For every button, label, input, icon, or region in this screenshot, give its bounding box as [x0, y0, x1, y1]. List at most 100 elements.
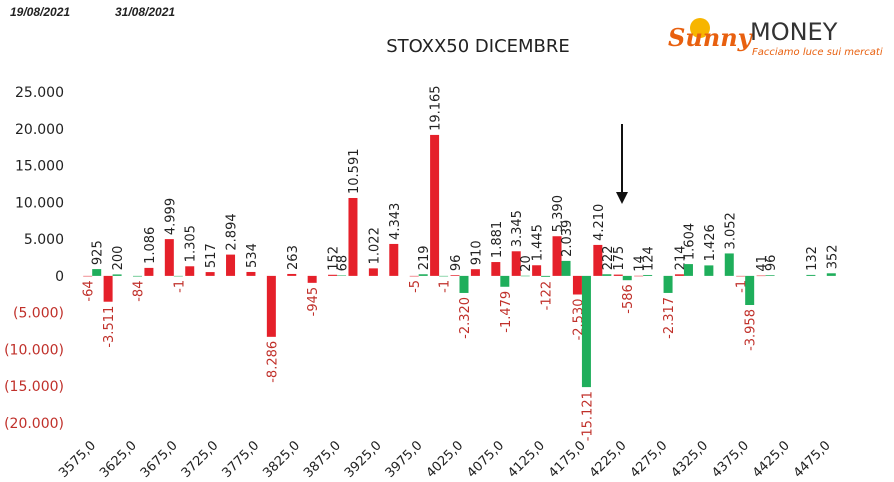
bar [520, 275, 530, 277]
bar [491, 262, 501, 276]
bar [389, 243, 399, 276]
data-label: 14 [633, 255, 648, 272]
data-label: -1 [172, 280, 187, 293]
y-tick-label: (15.000) [4, 379, 64, 395]
data-label: -945 [306, 287, 321, 317]
bar [622, 275, 632, 281]
x-tick-label: 4425,0 [750, 438, 793, 481]
y-tick-label: 0 [55, 269, 64, 285]
bar [287, 273, 297, 276]
data-label: -586 [621, 284, 636, 314]
bar [552, 236, 562, 276]
data-label: 20 [519, 255, 534, 272]
bar [470, 269, 480, 276]
data-label: 1.604 [682, 223, 697, 260]
data-label: 3.345 [510, 210, 525, 247]
bar [572, 275, 582, 295]
bar [112, 274, 122, 276]
bar [541, 275, 551, 277]
bar [459, 275, 469, 293]
bar [328, 274, 338, 276]
arrow [616, 124, 628, 204]
data-label: -2.320 [458, 297, 473, 339]
bar [348, 197, 358, 276]
data-label: 219 [417, 245, 432, 270]
data-label: 5.390 [551, 195, 566, 232]
data-label: -122 [540, 281, 555, 311]
data-label: 517 [204, 243, 219, 268]
data-label: 3.052 [723, 212, 738, 249]
bar [704, 265, 714, 276]
legend-entry: 31/08/2021 [115, 5, 175, 19]
x-tick-label: 3925,0 [342, 438, 385, 481]
data-label: -8.286 [265, 341, 280, 383]
bar [307, 275, 317, 283]
data-label: 4.999 [163, 198, 178, 235]
y-tick-label: (20.000) [4, 416, 64, 432]
data-label: 68 [336, 255, 351, 272]
data-label: 2.894 [225, 213, 240, 250]
bar [439, 275, 449, 277]
data-label: 1.086 [143, 227, 158, 264]
bar [683, 264, 693, 276]
x-tick-label: 3625,0 [97, 438, 140, 481]
bar [532, 265, 542, 276]
data-label: -1.479 [499, 291, 514, 333]
legend-entry: 19/08/2021 [10, 5, 70, 19]
data-label: 222 [601, 245, 616, 270]
x-tick-label: 4225,0 [587, 438, 630, 481]
bar [246, 271, 256, 276]
x-tick-label: 4325,0 [668, 438, 711, 481]
x-tick-label: 3825,0 [260, 438, 303, 481]
x-tick-label: 4125,0 [505, 438, 548, 481]
bar [173, 275, 183, 277]
data-label: -2.317 [662, 297, 677, 339]
bar [83, 275, 93, 277]
bar [500, 275, 510, 287]
bar [736, 275, 746, 277]
bar [724, 253, 734, 276]
logo-brand2: MONEY [750, 18, 838, 46]
bar [185, 266, 195, 276]
logo-brand: Sunny [668, 23, 754, 52]
y-tick-label: 25.000 [15, 85, 64, 101]
chart-title: STOXX50 DICEMBRE [386, 36, 570, 57]
bar [806, 274, 816, 276]
x-tick-label: 3675,0 [138, 438, 181, 481]
x-tick-label: 3575,0 [56, 438, 99, 481]
data-label: 1.426 [703, 224, 718, 261]
data-label: 132 [805, 246, 820, 271]
bar [418, 274, 428, 276]
bar [643, 274, 653, 276]
data-label: 96 [449, 255, 464, 272]
bar [337, 275, 347, 276]
bar [663, 275, 673, 293]
data-label: 1.305 [184, 225, 199, 262]
arrow-head [616, 192, 628, 204]
bar [144, 267, 154, 276]
x-tick-label: 3975,0 [383, 438, 426, 481]
bar [430, 134, 440, 276]
data-label: 1.881 [490, 221, 505, 258]
x-tick-label: 4375,0 [709, 438, 752, 481]
bar [561, 260, 571, 276]
x-tick-label: 4175,0 [546, 438, 589, 481]
data-label: 2.039 [560, 220, 575, 257]
data-label: -3.511 [102, 306, 117, 348]
data-label: 263 [286, 245, 301, 270]
x-tick-label: 4075,0 [464, 438, 507, 481]
bar [674, 274, 684, 276]
y-tick-label: 5.000 [24, 232, 64, 248]
data-label: -1 [438, 280, 453, 293]
bar [765, 275, 775, 276]
x-tick-label: 3875,0 [301, 438, 344, 481]
y-tick-label: (5.000) [13, 306, 64, 322]
data-label: -5 [408, 280, 423, 293]
logo: Sunny MONEY Facciamo luce sui mercati [668, 18, 883, 58]
data-label: -15.121 [580, 391, 595, 441]
y-tick-label: 15.000 [15, 159, 64, 175]
bar [368, 268, 378, 276]
data-label: 910 [469, 240, 484, 265]
y-tick-label: 20.000 [15, 122, 64, 138]
